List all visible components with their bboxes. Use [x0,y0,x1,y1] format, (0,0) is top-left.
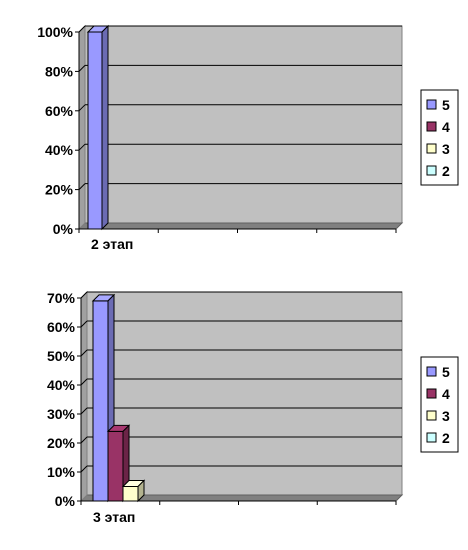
y-tick-label: 0% [53,221,74,237]
gridline-side [78,143,86,151]
bar-side-3 [137,479,145,503]
y-tick-label: 0% [55,493,76,509]
legend-label-2: 2 [442,430,450,446]
y-tick-label: 40% [45,142,74,158]
y-tick-label: 40% [47,377,76,393]
bar-5 [92,300,109,502]
y-tick-label: 60% [47,319,76,335]
legend-swatch-5 [426,99,437,110]
legend-label-4: 4 [442,119,450,135]
y-tick-label: 100% [37,24,73,40]
plot-wall [86,291,403,496]
bar-3 [122,486,139,502]
gridline-side [78,25,86,33]
chart-2-etap: 0% 20% 40% 60% 80% 100% 2 этап 5 4 3 2 [37,24,459,252]
legend-label-5: 5 [442,97,450,113]
gridline-side [78,183,86,190]
gridline-side [78,104,86,112]
gridline-side [80,436,88,444]
category-label: 3 этап [93,509,135,525]
plot-floor [77,222,404,230]
gridline-side [80,407,88,415]
gridline-side [80,320,88,328]
gridline-side [78,65,86,72]
gridline-side [80,465,88,473]
legend-swatch-4 [426,388,437,399]
plot-wall [84,25,403,224]
bar-5 [87,31,103,230]
y-tick-label: 80% [45,63,74,79]
gridline-side [80,349,88,357]
legend-swatch-4 [426,121,437,132]
plot-side-wall [78,24,86,231]
legend-swatch-2 [426,165,437,176]
legend-label-5: 5 [442,364,450,380]
legend-label-3: 3 [442,141,450,157]
bar-4 [107,430,124,502]
y-tick-label: 60% [45,103,74,119]
legend-label-3: 3 [442,408,450,424]
y-tick-label: 10% [47,464,76,480]
legend-label-2: 2 [442,163,450,179]
legend-swatch-2 [426,432,437,443]
y-tick-label: 50% [47,348,76,364]
legend-label-4: 4 [442,386,450,402]
y-tick-label: 20% [47,435,76,451]
chart-3-etap: 0% 10% 20% 30% 40% 50% 60% 70% 3 этап 5 4 3 2 [47,290,459,525]
legend-swatch-3 [426,410,437,421]
legend-swatch-5 [426,366,437,377]
bar-side-5 [101,24,109,231]
y-tick-label: 70% [47,290,76,306]
gridline-side [80,291,88,299]
category-label: 2 этап [91,236,133,252]
y-tick-label: 30% [47,406,76,422]
gridline-side [80,378,88,386]
y-tick-label: 20% [45,182,74,198]
legend-swatch-3 [426,143,437,154]
